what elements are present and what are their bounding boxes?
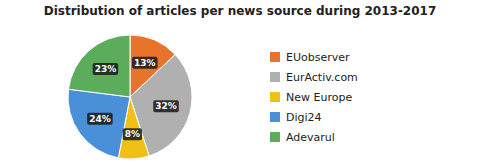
data-label-group: 8% xyxy=(123,128,142,140)
legend-swatch xyxy=(270,132,280,142)
legend-swatch xyxy=(270,72,280,82)
data-label-group: 23% xyxy=(93,63,119,75)
chart: Distribution of articles per news source… xyxy=(0,0,480,168)
data-label-box xyxy=(153,100,179,112)
legend: EUobserver EurActiv.com New Europe Digi24 Ad… xyxy=(270,51,358,144)
data-label-box xyxy=(132,57,158,69)
legend-label: Digi24 xyxy=(286,111,322,124)
slice xyxy=(68,35,130,97)
data-label-box xyxy=(93,63,119,75)
data-label: 23% xyxy=(95,64,117,74)
data-label: 13% xyxy=(134,58,156,68)
data-label-box xyxy=(123,128,142,140)
legend-label: EurActiv.com xyxy=(286,71,358,84)
legend-label: New Europe xyxy=(286,91,352,104)
slices xyxy=(68,35,192,159)
data-label-group: 13% xyxy=(132,57,158,69)
legend-swatch xyxy=(270,52,280,62)
data-label: 8% xyxy=(125,129,140,139)
legend-label: EUobserver xyxy=(286,51,350,64)
slice xyxy=(68,89,130,158)
legend-swatch xyxy=(270,92,280,102)
data-label-group: 24% xyxy=(87,113,113,125)
data-label: 24% xyxy=(89,114,111,124)
data-label-box xyxy=(87,113,113,125)
data-label-group: 32% xyxy=(153,100,179,112)
legend-swatch xyxy=(270,112,280,122)
chart-container: Distribution of articles per news source… xyxy=(0,0,480,168)
legend-label: Adevarul xyxy=(286,131,335,144)
data-label: 32% xyxy=(155,101,177,111)
data-labels: 13% 32% 8% 24% 23% xyxy=(87,57,179,140)
title: Distribution of articles per news source… xyxy=(44,4,437,18)
